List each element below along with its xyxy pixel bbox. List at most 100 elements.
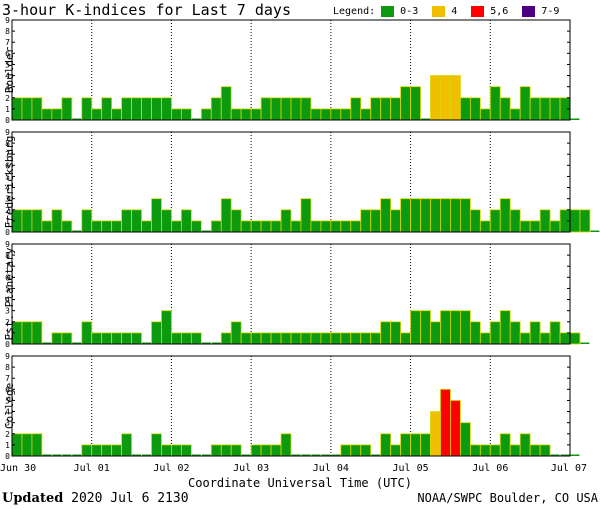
k-index-bar [171, 220, 182, 233]
k-index-bar [350, 332, 362, 345]
k-index-bar [121, 332, 132, 345]
k-index-bar [210, 444, 222, 457]
y-tick-label: 9 [5, 352, 10, 361]
k-index-chart: 0123456789Boulder0123456789Fredericksbur… [0, 16, 600, 474]
k-index-bar [579, 209, 591, 233]
k-index-bar [529, 444, 541, 457]
k-index-bar [260, 97, 272, 121]
y-tick-label: 8 [5, 251, 10, 260]
series-name-3: College [3, 383, 16, 429]
x-tick-label: Jul 04 [313, 463, 349, 474]
k-index-bar [52, 454, 62, 456]
k-index-bar [459, 198, 471, 233]
k-index-bar [539, 444, 551, 457]
k-index-bar [459, 422, 471, 457]
k-index-bar [539, 209, 551, 233]
k-index-bar [459, 310, 471, 345]
k-index-bar [320, 108, 332, 121]
k-index-bar [430, 75, 441, 121]
k-index-bar [569, 332, 581, 345]
k-index-bar [220, 198, 232, 233]
k-index-bar [42, 454, 52, 456]
k-index-bar [539, 332, 551, 345]
chart-title: 3-hour K-indices for Last 7 days [2, 1, 291, 19]
k-index-bar [31, 433, 43, 457]
source-credit: NOAA/SWPC Boulder, CO USA [417, 491, 598, 505]
k-index-bar [171, 108, 182, 121]
y-tick-label: 7 [5, 38, 10, 47]
k-index-bar [331, 454, 341, 456]
k-index-bar [479, 444, 491, 457]
k-index-bar [509, 444, 521, 457]
k-index-bar [539, 97, 551, 121]
k-index-bar [72, 454, 82, 456]
k-index-bar [111, 220, 123, 233]
k-index-bar [171, 332, 182, 345]
k-index-bar [370, 209, 382, 233]
k-index-bar [31, 97, 43, 121]
k-index-bar [111, 332, 123, 345]
k-index-bar [180, 332, 192, 345]
k-index-bar [151, 321, 162, 345]
k-index-bar [529, 97, 541, 121]
k-index-bar [191, 118, 201, 120]
k-index-bar [142, 454, 151, 456]
k-index-bar [161, 97, 172, 121]
legend-item-7-9: 7-9 [522, 5, 559, 17]
k-index-bar [280, 209, 292, 233]
k-index-bar [72, 230, 82, 232]
k-index-bar [121, 97, 132, 121]
k-index-bar [459, 97, 471, 121]
k-index-bar [21, 321, 33, 345]
k-index-bar [240, 108, 252, 121]
k-index-bar [330, 108, 342, 121]
k-index-bar [499, 97, 511, 121]
y-tick-label: 3 [5, 307, 10, 316]
k-index-bar [280, 332, 292, 345]
k-index-bar [430, 411, 441, 457]
k-index-bar [141, 220, 152, 233]
k-index-bar [81, 321, 93, 345]
y-tick-label: 6 [5, 49, 10, 58]
k-index-bar [370, 97, 382, 121]
k-index-bar [131, 97, 142, 121]
k-index-bar [51, 332, 63, 345]
k-index-bar [380, 198, 392, 233]
k-index-bar [390, 444, 402, 457]
k-index-bar [549, 97, 561, 121]
k-index-bar [371, 454, 381, 456]
k-index-bar [440, 310, 451, 345]
k-index-bar [450, 75, 461, 121]
k-index-bar [489, 209, 501, 233]
y-tick-label: 0 [5, 340, 10, 349]
k-index-bar [529, 321, 541, 345]
y-tick-label: 4 [5, 296, 10, 305]
k-index-bar [201, 342, 211, 344]
k-index-bar [131, 332, 142, 345]
legend-label-4: 4 [451, 5, 458, 17]
k-index-bar [270, 220, 282, 233]
k-index-bar [569, 209, 581, 233]
k-index-bar [81, 97, 93, 121]
k-index-bar [220, 332, 232, 345]
y-tick-label: 4 [5, 184, 10, 193]
k-index-bar [430, 198, 441, 233]
k-index-bar [340, 444, 352, 457]
k-index-bar [121, 433, 132, 457]
updated-value: 2020 Jul 6 2130 [71, 491, 189, 506]
k-index-bar [310, 220, 322, 233]
k-index-bar [220, 86, 232, 121]
k-index-bar [550, 454, 560, 456]
k-index-bar [111, 444, 123, 457]
k-index-bar [151, 433, 162, 457]
k-index-bar [390, 321, 402, 345]
y-tick-label: 2 [5, 430, 10, 439]
k-index-bar [210, 97, 222, 121]
legend-label-0-3: 0-3 [400, 5, 419, 17]
y-tick-label: 2 [5, 206, 10, 215]
k-index-bar [421, 118, 430, 120]
k-index-bar [499, 198, 511, 233]
k-index-bar [509, 108, 521, 121]
k-index-bar [41, 108, 53, 121]
k-index-bar [440, 388, 451, 457]
